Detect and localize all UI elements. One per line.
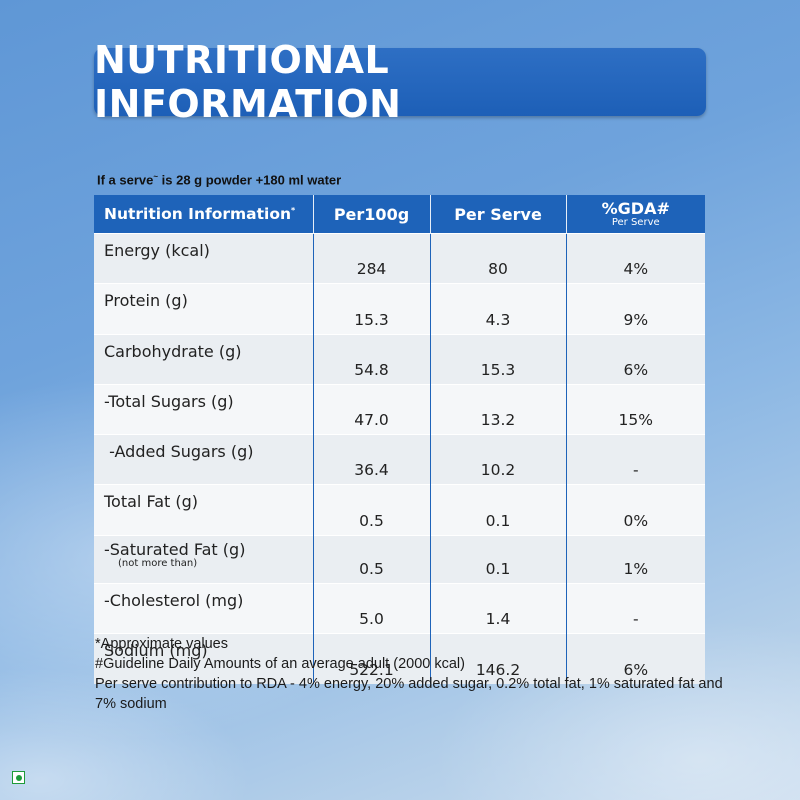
header-per-serve: Per Serve — [430, 195, 567, 234]
row-per100g: 0.5 — [313, 534, 431, 584]
title-banner: NUTRITIONAL INFORMATION — [94, 38, 706, 126]
row-gda: 6% — [566, 633, 705, 684]
row-gda: 1% — [566, 534, 705, 584]
row-gda: - — [566, 434, 705, 485]
row-label: Total Fat (g) — [94, 484, 314, 536]
footnotes: *Approximate values #Guideline Daily Amo… — [95, 634, 735, 714]
footnote-gda: #Guideline Daily Amounts of an average a… — [95, 656, 465, 672]
row-per-serve: 10.2 — [430, 434, 567, 485]
row-label: Carbohydrate (g) — [94, 333, 314, 385]
footnote-approximate: *Approximate values — [95, 636, 228, 652]
header-nutrition-information: Nutrition Information* — [94, 195, 314, 234]
nutrition-table: Nutrition Information* Per100g Per Serve… — [94, 195, 705, 684]
page-title: NUTRITIONAL INFORMATION — [94, 38, 402, 126]
row-per-serve: 1.4 — [430, 583, 567, 634]
row-label-text: -Added Sugars (g) — [104, 442, 254, 462]
row-gda: 4% — [566, 232, 705, 284]
row-gda: 0% — [566, 484, 705, 536]
row-per100g: 47.0 — [313, 383, 431, 435]
serve-note-suffix: is 28 g powder +180 ml water — [158, 172, 342, 188]
row-per100g: 522.1 — [313, 633, 431, 684]
table-row: Energy (kcal) 284 80 4% — [94, 232, 705, 284]
row-label: -Cholesterol (mg) — [94, 583, 314, 634]
row-label: -Saturated Fat (g) (not more than) — [94, 534, 314, 584]
row-label-text: Total Fat (g) — [104, 492, 198, 512]
row-label-text: -Saturated Fat (g) — [104, 539, 246, 559]
row-per100g: 36.4 — [313, 434, 431, 485]
row-gda: 9% — [566, 283, 705, 335]
header-gda-sub: Per Serve — [611, 217, 660, 228]
row-per100g: 15.3 — [313, 283, 431, 335]
row-per-serve: 13.2 — [430, 383, 567, 435]
row-label-text: -Cholesterol (mg) — [104, 591, 244, 611]
row-per100g: 284 — [313, 232, 431, 284]
header-gda-label: %GDA# — [601, 199, 670, 218]
header-per100g: Per100g — [313, 195, 431, 234]
table-row: Protein (g) 15.3 4.3 9% — [94, 283, 705, 335]
row-per-serve: 4.3 — [430, 283, 567, 335]
footnote-rda: Per serve contribution to RDA - 4% energ… — [95, 676, 723, 712]
row-label: Energy (kcal) — [94, 232, 314, 284]
row-per-serve: 80 — [430, 232, 567, 284]
row-label: -Total Sugars (g) — [94, 383, 314, 435]
table-header-row: Nutrition Information* Per100g Per Serve… — [94, 195, 705, 234]
header-gda: %GDA# Per Serve — [566, 195, 705, 234]
header-nutrition-label: Nutrition Information — [104, 205, 292, 223]
table-row: Total Fat (g) 0.5 0.1 0% — [94, 484, 705, 536]
row-per-serve: 0.1 — [430, 484, 567, 536]
row-label-text: Protein (g) — [104, 291, 188, 311]
row-per-serve: 146.2 — [430, 633, 567, 684]
row-label-text: Sodium (mg) — [104, 641, 208, 661]
row-label-text: Energy (kcal) — [104, 241, 210, 260]
table-row: -Added Sugars (g) 36.4 10.2 - — [94, 434, 705, 485]
row-label: -Added Sugars (g) — [94, 434, 314, 485]
serve-note-mark: ~ — [153, 172, 159, 181]
header-nutrition-mark: * — [291, 205, 296, 215]
row-label: Sodium (mg) — [94, 633, 314, 684]
table-row: Carbohydrate (g) 54.8 15.3 6% — [94, 333, 705, 385]
table-row: Sodium (mg) 522.1 146.2 6% — [94, 633, 705, 684]
row-label-text: -Total Sugars (g) — [104, 391, 234, 411]
row-per100g: 54.8 — [313, 333, 431, 385]
row-per-serve: 0.1 — [430, 534, 567, 584]
table-row: -Saturated Fat (g) (not more than) 0.5 0… — [94, 534, 705, 584]
row-label: Protein (g) — [94, 283, 314, 335]
serve-note-prefix: If a serve — [97, 172, 154, 188]
row-gda: 6% — [566, 333, 705, 385]
veg-symbol-icon — [12, 771, 25, 784]
table-row: -Total Sugars (g) 47.0 13.2 15% — [94, 383, 705, 435]
serve-note: If a serve~ is 28 g powder +180 ml water — [97, 172, 341, 187]
table-row: -Cholesterol (mg) 5.0 1.4 - — [94, 583, 705, 634]
row-label-note: (not more than) — [118, 557, 198, 569]
row-gda: 15% — [566, 383, 705, 435]
row-per100g: 5.0 — [313, 583, 431, 634]
row-per100g: 0.5 — [313, 484, 431, 536]
row-gda: - — [566, 583, 705, 634]
row-per-serve: 15.3 — [430, 333, 567, 385]
row-label-text: Carbohydrate (g) — [104, 341, 242, 361]
